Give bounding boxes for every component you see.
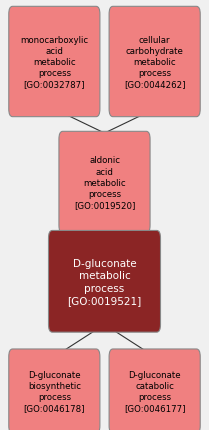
FancyBboxPatch shape bbox=[59, 132, 150, 233]
FancyBboxPatch shape bbox=[48, 231, 161, 332]
FancyBboxPatch shape bbox=[109, 7, 200, 117]
FancyBboxPatch shape bbox=[9, 349, 100, 430]
Text: D-gluconate
metabolic
process
[GO:0019521]: D-gluconate metabolic process [GO:001952… bbox=[67, 258, 142, 305]
FancyBboxPatch shape bbox=[9, 7, 100, 117]
Text: aldonic
acid
metabolic
process
[GO:0019520]: aldonic acid metabolic process [GO:00195… bbox=[74, 156, 135, 209]
Text: monocarboxylic
acid
metabolic
process
[GO:0032787]: monocarboxylic acid metabolic process [G… bbox=[20, 36, 88, 89]
FancyBboxPatch shape bbox=[109, 349, 200, 430]
Text: cellular
carbohydrate
metabolic
process
[GO:0044262]: cellular carbohydrate metabolic process … bbox=[124, 36, 185, 89]
Text: D-gluconate
biosynthetic
process
[GO:0046178]: D-gluconate biosynthetic process [GO:004… bbox=[24, 370, 85, 412]
Text: D-gluconate
catabolic
process
[GO:0046177]: D-gluconate catabolic process [GO:004617… bbox=[124, 370, 185, 412]
